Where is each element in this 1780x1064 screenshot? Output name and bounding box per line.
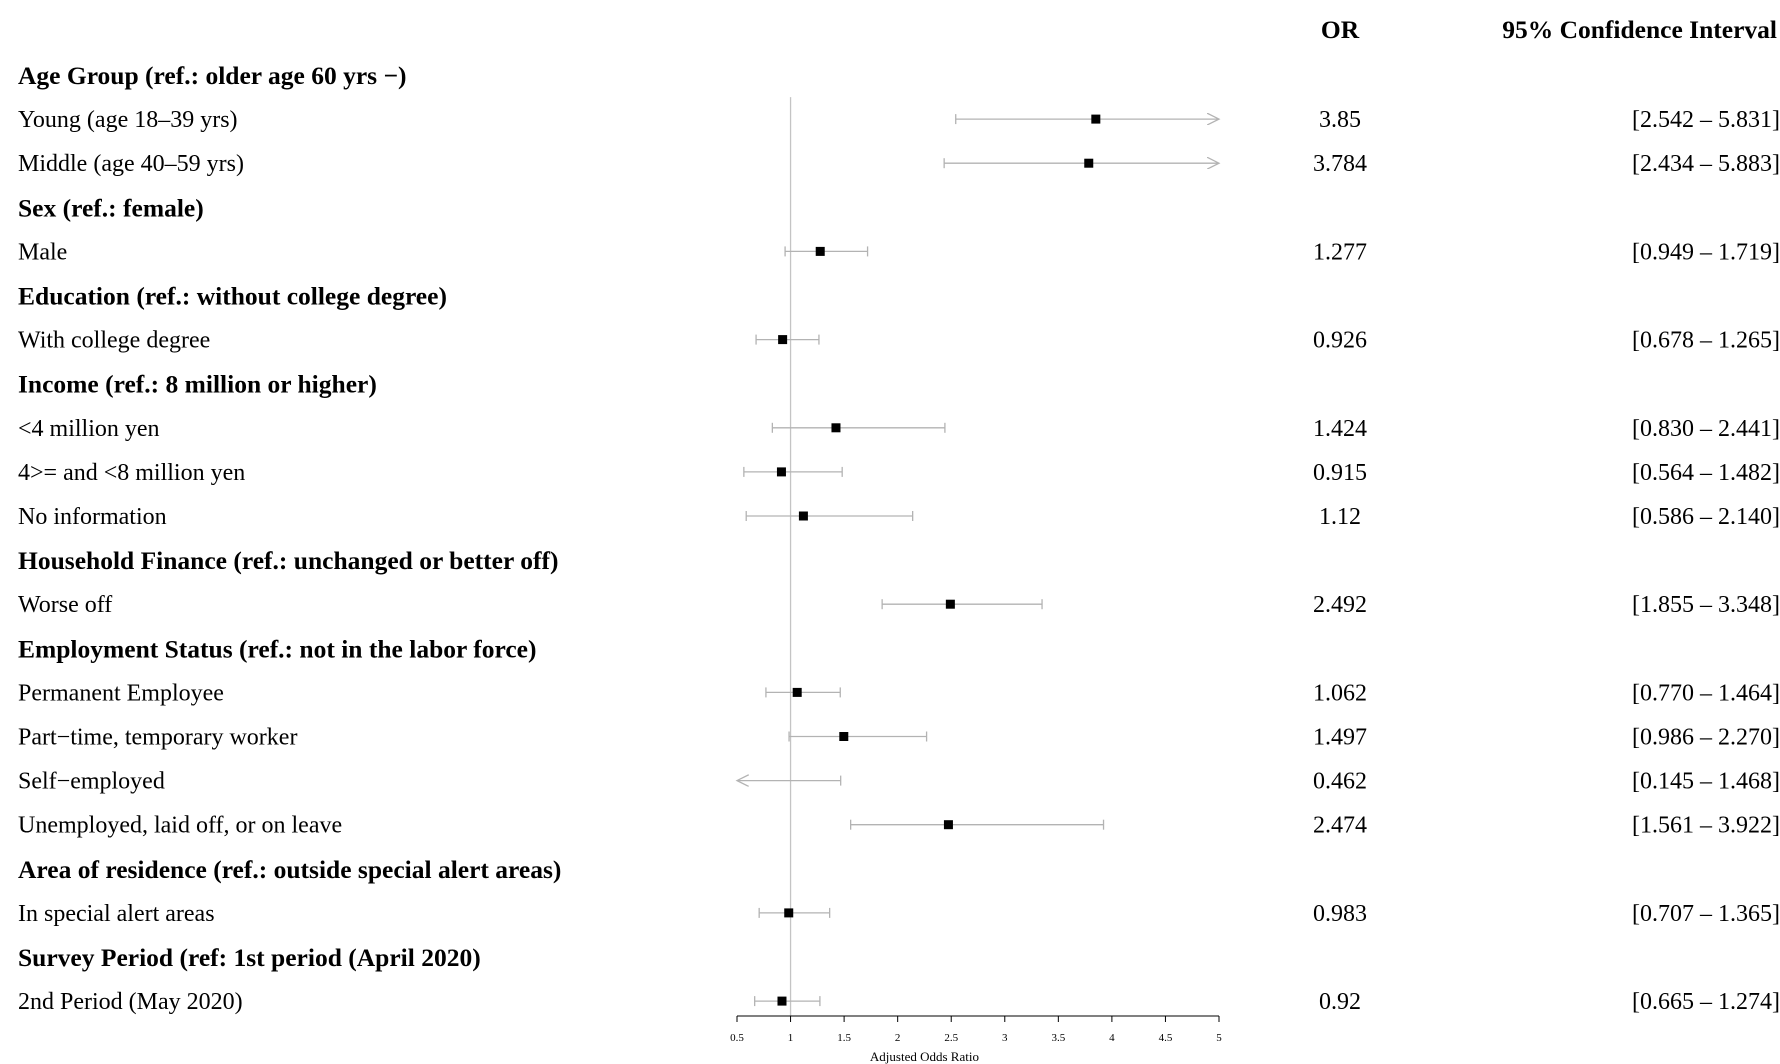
or-value: 1.12 — [1319, 504, 1361, 530]
ci-value: [1.855 – 3.348] — [1632, 592, 1780, 618]
tick-label: 3 — [1002, 1032, 1008, 1044]
or-value: 2.492 — [1313, 592, 1367, 618]
ci-value: [0.564 – 1.482] — [1632, 460, 1780, 486]
row-label: Unemployed, laid off, or on leave — [18, 813, 342, 839]
tick-label: 2.5 — [944, 1032, 958, 1044]
or-value: 3.85 — [1319, 107, 1361, 133]
or-marker — [945, 599, 955, 609]
plot-area — [737, 97, 1219, 1016]
group-label: Household Finance (ref.: unchanged or be… — [18, 546, 558, 575]
or-value: 1.062 — [1313, 680, 1367, 706]
or-marker — [778, 335, 788, 345]
row-label: In special alert areas — [18, 901, 215, 927]
row-label: With college degree — [18, 328, 210, 354]
or-value: 0.915 — [1313, 460, 1367, 486]
rows-layer: Age Group (ref.: older age 60 yrs −) Youn… — [18, 61, 1780, 1015]
or-marker — [943, 820, 953, 830]
or-marker — [831, 423, 841, 433]
ci-value: [2.434 – 5.883] — [1632, 151, 1780, 177]
or-value: 1.497 — [1313, 725, 1367, 751]
row-label: No information — [18, 504, 167, 530]
row-label: Self−employed — [18, 769, 165, 795]
or-marker — [776, 467, 786, 477]
tick-label: 0.5 — [730, 1032, 744, 1044]
tick-label: 4 — [1109, 1032, 1115, 1044]
or-value: 2.474 — [1313, 813, 1367, 839]
row-label: Young (age 18–39 yrs) — [18, 107, 238, 133]
or-marker — [815, 246, 825, 256]
group-label: Sex (ref.: female) — [18, 193, 204, 222]
ci-value: [2.542 – 5.831] — [1632, 107, 1780, 133]
tick-label: 3.5 — [1051, 1032, 1065, 1044]
or-value: 3.784 — [1313, 151, 1367, 177]
ci-value: [0.986 – 2.270] — [1632, 725, 1780, 751]
ci-value: [0.678 – 1.265] — [1632, 328, 1780, 354]
group-label: Age Group (ref.: older age 60 yrs −) — [18, 61, 406, 90]
or-marker — [798, 511, 808, 521]
group-label: Area of residence (ref.: outside special… — [18, 855, 561, 884]
or-marker — [1091, 114, 1101, 124]
row-label: Worse off — [18, 592, 112, 618]
or-marker — [792, 687, 802, 697]
row-label: Middle (age 40–59 yrs) — [18, 151, 244, 177]
group-label: Survey Period (ref: 1st period (April 20… — [18, 943, 481, 972]
ci-value: [0.949 – 1.719] — [1632, 239, 1780, 265]
or-marker — [777, 996, 787, 1006]
ci-column-header: 95% Confidence Interval — [1502, 15, 1777, 44]
or-value: 1.277 — [1313, 239, 1367, 265]
group-label: Employment Status (ref.: not in the labo… — [18, 634, 536, 663]
ci-value: [0.586 – 2.140] — [1632, 504, 1780, 530]
or-marker — [1084, 158, 1094, 168]
or-marker — [784, 908, 794, 918]
ci-value: [1.561 – 3.922] — [1632, 813, 1780, 839]
or-value: 0.926 — [1313, 328, 1367, 354]
x-axis: 0.5 1 1.5 2 2.5 3 3.5 4 4.5 5 Adjusted Odds Ratio — [730, 1015, 1222, 1064]
tick-label: 4.5 — [1159, 1032, 1173, 1044]
group-label: Education (ref.: without college degree) — [18, 282, 447, 311]
or-column-header: OR — [1321, 15, 1360, 44]
group-label: Income (ref.: 8 million or higher) — [18, 370, 377, 399]
or-value: 0.462 — [1313, 769, 1367, 795]
tick-label: 5 — [1216, 1032, 1222, 1044]
ci-value: [0.707 – 1.365] — [1632, 901, 1780, 927]
row-label: Permanent Employee — [18, 680, 224, 706]
row-label: 4>= and <8 million yen — [18, 460, 245, 486]
ci-value: [0.830 – 2.441] — [1632, 416, 1780, 442]
x-axis-title: Adjusted Odds Ratio — [870, 1049, 979, 1064]
or-value: 1.424 — [1313, 416, 1367, 442]
tick-label: 1 — [788, 1032, 794, 1044]
row-label: <4 million yen — [18, 416, 160, 442]
ci-value: [0.665 – 1.274] — [1632, 989, 1780, 1015]
tick-label: 2 — [895, 1032, 901, 1044]
tick-label: 1.5 — [837, 1032, 851, 1044]
or-marker — [839, 732, 849, 741]
or-value: 0.983 — [1313, 901, 1367, 927]
ci-value: [0.770 – 1.464] — [1632, 680, 1780, 706]
row-label: Part−time, temporary worker — [18, 725, 297, 751]
or-value: 0.92 — [1319, 989, 1361, 1015]
row-label: 2nd Period (May 2020) — [18, 989, 243, 1015]
ci-value: [0.145 – 1.468] — [1632, 769, 1780, 795]
row-label: Male — [18, 239, 67, 265]
